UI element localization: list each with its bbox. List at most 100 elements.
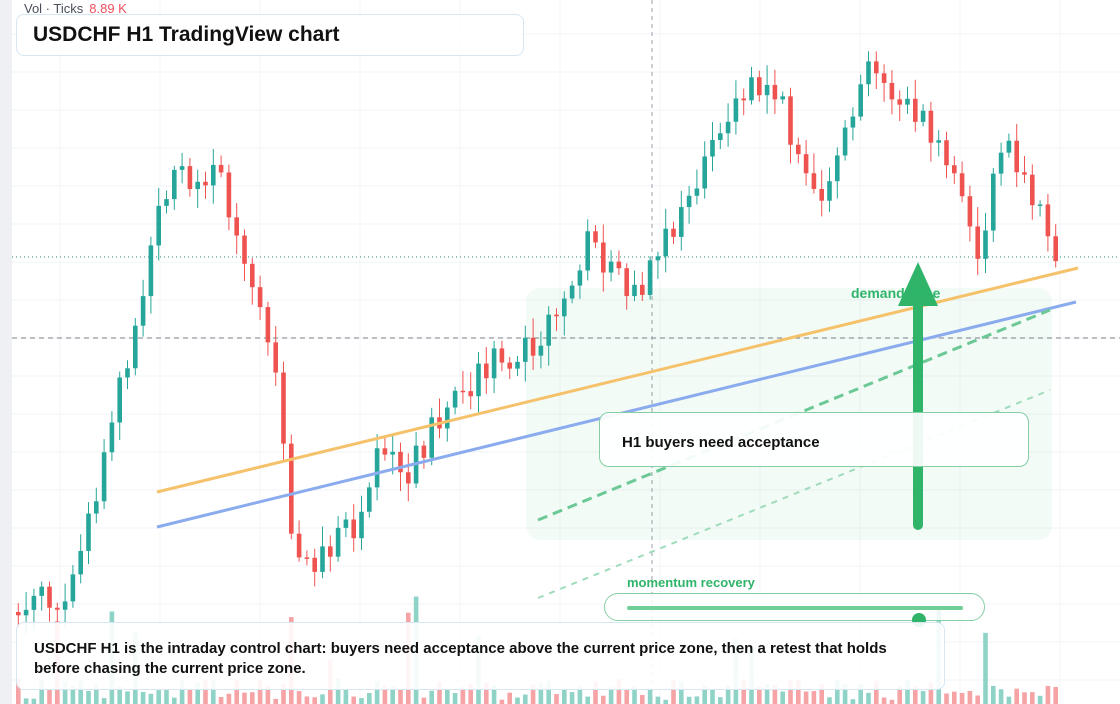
volume-bar xyxy=(530,684,536,704)
candle-body xyxy=(172,169,177,200)
volume-bar xyxy=(905,679,910,704)
volume-bar xyxy=(273,698,278,704)
demand-zone-label: demand zone xyxy=(851,285,941,301)
volume-bar xyxy=(881,697,887,704)
candle-body xyxy=(686,195,692,208)
volume-bar xyxy=(320,694,325,704)
volume-bar xyxy=(725,685,731,704)
volume-bar xyxy=(593,681,598,704)
volume-bar xyxy=(203,680,208,704)
candle-body xyxy=(788,96,793,145)
candle-body xyxy=(1014,140,1019,173)
volume-bar xyxy=(523,694,528,704)
volume-bar xyxy=(632,686,637,704)
volume-bar xyxy=(437,681,442,704)
candle-body xyxy=(936,140,941,143)
candle-body xyxy=(86,513,91,551)
candle-body xyxy=(203,181,208,186)
volume-bar xyxy=(94,684,99,704)
volume-bar xyxy=(234,679,239,704)
candle-body xyxy=(507,362,512,369)
candle-body xyxy=(460,390,466,393)
candle-body xyxy=(975,226,980,259)
candle-body xyxy=(718,133,723,141)
candle-body xyxy=(179,166,185,170)
candle-body xyxy=(148,245,154,297)
candle-body xyxy=(406,472,411,484)
candle-body xyxy=(998,152,1004,174)
demand-arrow-head xyxy=(898,262,938,306)
volume-bar xyxy=(983,632,988,704)
candle-body xyxy=(772,84,778,100)
volume-bar xyxy=(718,697,723,704)
candle-body xyxy=(468,391,473,397)
candle-body xyxy=(499,348,505,363)
candle-body xyxy=(296,533,302,558)
volume-bar xyxy=(179,680,185,704)
candle-body xyxy=(374,448,380,488)
candle-body xyxy=(218,164,224,173)
candle-body xyxy=(195,181,200,190)
price-scale-rail xyxy=(0,0,12,704)
candle-body xyxy=(811,173,817,189)
volume-bar xyxy=(429,690,434,704)
volume-bar xyxy=(811,691,817,704)
candle-body xyxy=(445,407,450,429)
volume-bar xyxy=(694,696,700,704)
candle-body xyxy=(530,337,536,356)
volume-bar xyxy=(835,679,840,704)
candle-body xyxy=(101,452,107,502)
volume-bar xyxy=(601,695,606,704)
candle-body xyxy=(398,451,403,473)
candle-body xyxy=(1053,236,1058,262)
volume-bar xyxy=(686,696,692,704)
volume-bar xyxy=(421,697,427,704)
volume-bar xyxy=(148,693,154,704)
candle-body xyxy=(897,99,902,105)
candle-body xyxy=(257,287,263,308)
candle-body xyxy=(125,368,130,378)
volume-bar xyxy=(507,692,512,704)
volume-bar xyxy=(975,695,980,704)
volume-bar xyxy=(398,689,403,704)
candle-body xyxy=(616,261,622,269)
candle-body xyxy=(335,527,341,557)
volume-bar xyxy=(460,687,466,704)
volume-bar xyxy=(140,691,146,704)
volume-bar xyxy=(101,698,107,704)
candle-body xyxy=(320,546,325,572)
volume-bar xyxy=(491,684,497,704)
volume-bar xyxy=(351,696,356,704)
volume-bar xyxy=(616,678,622,704)
candle-body xyxy=(1037,204,1043,206)
candle-body xyxy=(819,188,824,201)
candle-body xyxy=(281,372,286,444)
candle-body xyxy=(569,285,575,299)
candle-body xyxy=(679,207,684,237)
volume-bar xyxy=(78,680,83,704)
volume-bar xyxy=(577,686,583,704)
candle-body xyxy=(624,268,629,297)
candle-body xyxy=(749,77,754,101)
candle-body xyxy=(538,345,544,356)
candle-body xyxy=(234,217,239,236)
candle-body xyxy=(671,228,676,237)
candle-body xyxy=(905,98,910,105)
candle-body xyxy=(1045,204,1051,237)
candle-body xyxy=(523,337,528,362)
volume-bar xyxy=(452,693,458,704)
momentum-slider xyxy=(604,593,985,627)
volume-bar xyxy=(265,685,271,704)
candle-body xyxy=(164,199,169,206)
volume-bar xyxy=(164,689,169,704)
volume-bar xyxy=(850,699,856,704)
volume-bar xyxy=(359,698,364,704)
volume-bar xyxy=(367,692,372,704)
volume-bar xyxy=(335,678,341,704)
candle-body xyxy=(16,612,21,616)
volume-bar xyxy=(86,690,91,704)
volume-bar xyxy=(39,679,44,704)
volume-bar xyxy=(257,679,263,704)
volume-bar xyxy=(764,683,770,704)
candle-body xyxy=(983,230,988,259)
